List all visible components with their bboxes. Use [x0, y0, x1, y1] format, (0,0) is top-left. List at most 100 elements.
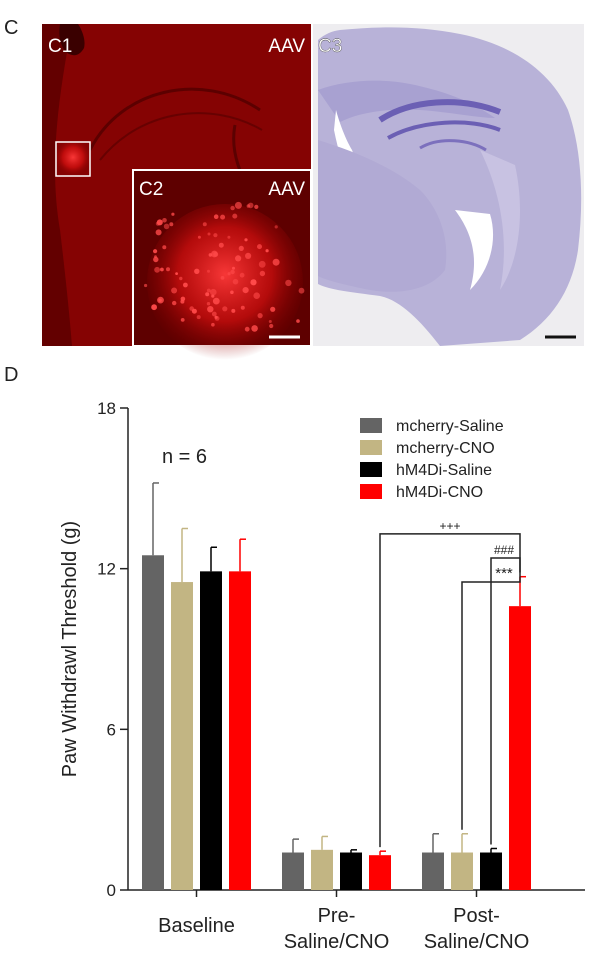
bar: [451, 852, 473, 890]
cell-dot: [144, 283, 148, 288]
cell-dot: [296, 319, 300, 323]
cell-dot: [194, 268, 200, 274]
x-tick-label: Baseline: [158, 915, 235, 937]
cell-dot: [180, 296, 186, 302]
cell-dot: [189, 306, 194, 311]
cell-dot: [265, 249, 269, 253]
x-tick-label: Pre-: [318, 905, 356, 927]
cell-dot: [257, 313, 263, 319]
cell-dot: [240, 305, 245, 310]
cell-dot: [211, 294, 215, 298]
cell-dot: [183, 282, 188, 288]
cell-dot: [238, 245, 244, 251]
significance-bracket: [461, 572, 521, 830]
bar: [200, 571, 222, 890]
cell-dot: [162, 245, 167, 250]
cell-dot: [254, 204, 259, 209]
cell-dot: [239, 272, 245, 278]
cell-dot: [244, 238, 248, 242]
cell-dot: [247, 202, 254, 209]
significance-label: +++: [439, 519, 460, 533]
cell-dot: [274, 225, 278, 229]
legend-label: mcherry-CNO: [396, 440, 495, 457]
cell-dot: [179, 276, 183, 281]
bar: [422, 852, 444, 890]
cell-dot: [180, 318, 185, 322]
cell-dot: [213, 214, 219, 219]
cell-dot: [285, 279, 292, 287]
cell-dot: [175, 272, 179, 275]
cell-dot: [153, 249, 158, 254]
x-tick-label: Saline/CNO: [284, 931, 390, 953]
cell-dot: [244, 326, 250, 332]
cell-dot: [166, 267, 170, 272]
cell-dot: [222, 306, 228, 312]
cell-dot: [218, 242, 224, 248]
panel-c-letter: C: [4, 17, 18, 39]
cell-dot: [212, 297, 220, 305]
cell-dot: [208, 253, 213, 257]
cell-dot: [258, 260, 266, 268]
cell-dot: [232, 278, 239, 285]
c2-aav-tag: AAV: [268, 179, 305, 200]
legend-swatch: [360, 440, 382, 455]
cell-dot: [242, 287, 249, 294]
cell-dot: [231, 308, 236, 313]
bar: [480, 852, 502, 890]
cell-dot: [213, 233, 218, 238]
cell-dot: [257, 244, 262, 250]
legend-label: hM4Di-CNO: [396, 484, 483, 501]
cell-dot: [230, 269, 235, 275]
cell-dot: [153, 256, 159, 263]
cell-dot: [205, 292, 210, 297]
bar: [229, 571, 251, 890]
cell-dot: [230, 290, 234, 295]
cell-dot: [207, 306, 214, 313]
bar: [142, 555, 164, 890]
cell-dot: [202, 222, 207, 227]
cell-dot: [253, 292, 260, 300]
significance-bracket: [379, 533, 521, 848]
bar-chart: 0 6 12 18 Paw Withdrawl Threshold (g) n = 6 Ba…: [59, 399, 585, 953]
cell-dot: [235, 255, 242, 262]
cell-dot: [171, 287, 178, 294]
y-tick-label: 0: [107, 881, 116, 900]
cell-dot: [230, 205, 235, 211]
cell-dot: [232, 266, 235, 270]
significance-label: ###: [494, 543, 514, 557]
y-axis-label: Paw Withdrawl Threshold (g): [59, 521, 81, 777]
cell-dot: [214, 315, 218, 319]
cell-dot: [154, 266, 161, 273]
c1-aav-tag: AAV: [268, 36, 305, 57]
bar: [369, 855, 391, 890]
cell-dot: [227, 235, 231, 239]
cell-dot: [162, 218, 167, 223]
cell-dot: [269, 323, 274, 329]
x-tick-label: Post-: [453, 905, 500, 927]
cell-dot: [220, 214, 226, 220]
n-annotation: n = 6: [162, 446, 207, 468]
legend-label: hM4Di-Saline: [396, 462, 492, 479]
significance-label: ***: [495, 565, 513, 582]
cell-dot: [207, 269, 210, 273]
cell-dot: [298, 287, 305, 294]
cell-dot: [169, 222, 174, 227]
y-tick-label: 6: [107, 720, 116, 739]
cell-dot: [213, 251, 219, 257]
cell-dot: [197, 235, 201, 239]
cell-dot: [157, 296, 164, 304]
legend-swatch: [360, 418, 382, 433]
bar: [282, 852, 304, 890]
c3-label: C3: [318, 36, 342, 57]
cell-dot: [234, 201, 242, 209]
cell-dot: [232, 213, 238, 219]
cell-dot: [211, 322, 215, 327]
legend-swatch: [360, 484, 382, 499]
cell-dot: [220, 276, 225, 280]
cell-dot: [156, 219, 163, 226]
c3-nissl-image: [313, 24, 584, 346]
cell-dot: [268, 320, 272, 323]
c2-label: C2: [139, 179, 163, 200]
cell-dot: [171, 212, 175, 216]
